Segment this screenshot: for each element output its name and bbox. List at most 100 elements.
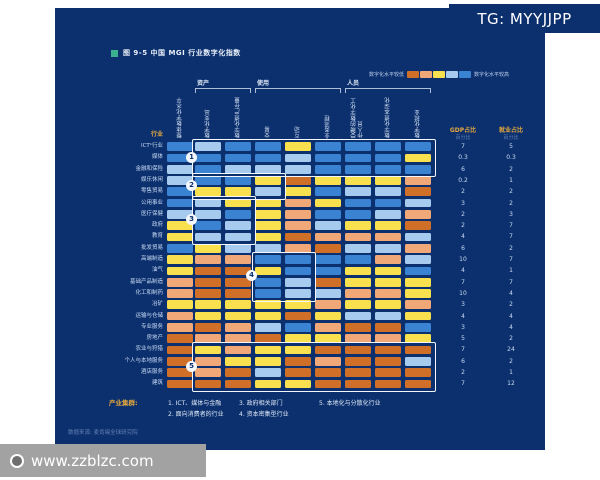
title-bullet-icon	[111, 49, 118, 57]
gdp-share-value: 4	[461, 267, 465, 275]
heatmap-cell	[405, 142, 431, 151]
heatmap-cell	[195, 210, 221, 219]
table-row: 油气 4 1	[55, 265, 545, 276]
heatmap-cell	[405, 198, 431, 208]
heatmap-cell	[285, 356, 311, 366]
heatmap-cell	[345, 164, 371, 174]
heatmap-cell	[315, 311, 341, 321]
heatmap-cell	[225, 210, 251, 219]
industry-row-label: 公用事业	[140, 199, 163, 206]
legend-high-label: 数字化水平较高	[474, 72, 510, 78]
heatmap-cell	[167, 277, 193, 287]
table-row: 娱乐休闲 0.2 1	[55, 175, 545, 186]
heatmap-cell	[345, 232, 371, 242]
heatmap-cell	[405, 221, 431, 231]
cluster-number-badge: 1	[186, 151, 197, 163]
heatmap-cell	[225, 334, 251, 344]
industry-row-label: 建筑	[151, 380, 163, 387]
table-row: 医疗保健 2 3	[55, 209, 545, 220]
heatmap-cell	[225, 379, 251, 389]
heatmap-cell	[167, 266, 193, 276]
gdp-share-value: 10	[459, 289, 467, 297]
table-row: 政府 2 7	[55, 220, 545, 231]
gdp-share-title: GDP占比	[449, 127, 477, 134]
heatmap-cell	[225, 266, 251, 276]
heatmap-cell	[255, 142, 281, 151]
heatmap-cell	[375, 255, 401, 264]
employment-share-unit: 百分比	[503, 135, 519, 141]
heatmap-cell	[315, 243, 341, 253]
heatmap-cell	[225, 323, 251, 332]
heatmap-cell	[285, 221, 311, 231]
heatmap-cell	[405, 334, 431, 344]
employment-share-value: 2	[509, 357, 513, 365]
heatmap-cell	[285, 311, 311, 321]
heatmap-cell	[167, 243, 193, 253]
heatmap-cell	[195, 176, 221, 185]
industry-row-label: 医疗保健	[140, 210, 163, 217]
heatmap-cell	[375, 176, 401, 185]
employment-share-header: 就业占比 百分比	[489, 125, 533, 141]
heatmap-cell	[167, 164, 193, 174]
gdp-share-value: 6	[461, 357, 465, 365]
table-row: 教育 4 7	[55, 231, 545, 242]
heatmap-cell	[315, 232, 341, 242]
heatmap-cell	[315, 187, 341, 197]
heatmap-cell	[285, 187, 311, 197]
gdp-share-value: 0.3	[458, 154, 468, 162]
group-label: 资产	[197, 80, 210, 87]
cluster-number-badge: 4	[246, 270, 257, 282]
heatmap-cell	[255, 266, 281, 276]
heatmap-cell	[195, 356, 221, 366]
table-row: ICT¹行业 7 5	[55, 141, 545, 152]
heatmap-cell	[345, 334, 371, 344]
heatmap-cell	[225, 153, 251, 163]
heatmap-cell	[405, 266, 431, 276]
heatmap-cell	[345, 311, 371, 321]
column-header: 数字化资本深化	[372, 93, 404, 138]
heatmap-cell	[375, 210, 401, 219]
heatmap-cell	[225, 198, 251, 208]
group-bracket	[345, 88, 431, 93]
gdp-share-value: 10	[459, 256, 467, 263]
heatmap-cell	[315, 289, 341, 298]
heatmap-cell	[405, 187, 431, 197]
industry-row-label: 运输与仓储	[135, 312, 163, 319]
heatmap-cell	[195, 142, 221, 151]
heatmap-cell	[167, 176, 193, 185]
column-header-text: 交易	[264, 126, 271, 138]
heatmap-cell	[225, 356, 251, 366]
heatmap-cell	[167, 345, 193, 355]
heatmap-cell	[167, 210, 193, 219]
heatmap-cell	[225, 300, 251, 310]
heatmap-cell	[255, 379, 281, 389]
cluster-number-badge: 5	[186, 360, 197, 372]
heatmap-cell	[345, 368, 371, 377]
table-row: 高端制造 10 7	[55, 254, 545, 265]
industry-row-label: 个人与本地服务	[124, 357, 163, 364]
heatmap-cell	[375, 334, 401, 344]
industry-row-label: 媒体	[151, 154, 163, 161]
industry-row-label: 化工和制药	[135, 289, 163, 296]
employment-share-value: 2	[509, 301, 513, 309]
heatmap-cell	[315, 142, 341, 151]
gdp-share-value: 3	[461, 323, 465, 331]
group-bracket	[255, 88, 341, 93]
heatmap-cell	[315, 176, 341, 185]
heatmap-cell	[345, 289, 371, 298]
table-row: 基础产品制造 7 7	[55, 277, 545, 288]
table-row: 运输与仓储 4 4	[55, 311, 545, 322]
cluster-legend-item-4: 4. 资本密集型行业	[239, 411, 289, 418]
heatmap-cell	[255, 198, 281, 208]
chart-title: 图 9-5 中国 MGI 行业数字化指数	[123, 49, 241, 57]
column-header-text: 整体数字化水平	[176, 97, 183, 138]
heatmap-cell	[255, 300, 281, 310]
column-header: 互动	[282, 93, 314, 138]
heatmap-cell	[375, 368, 401, 377]
heatmap-cell	[345, 210, 371, 219]
heatmap-cell	[285, 164, 311, 174]
cluster-legend-item-2: 2. 面向消费者的行业	[168, 411, 224, 418]
heatmap-cell	[195, 164, 221, 174]
gdp-share-value: 2	[461, 222, 465, 230]
employment-share-value: 4	[509, 289, 513, 297]
